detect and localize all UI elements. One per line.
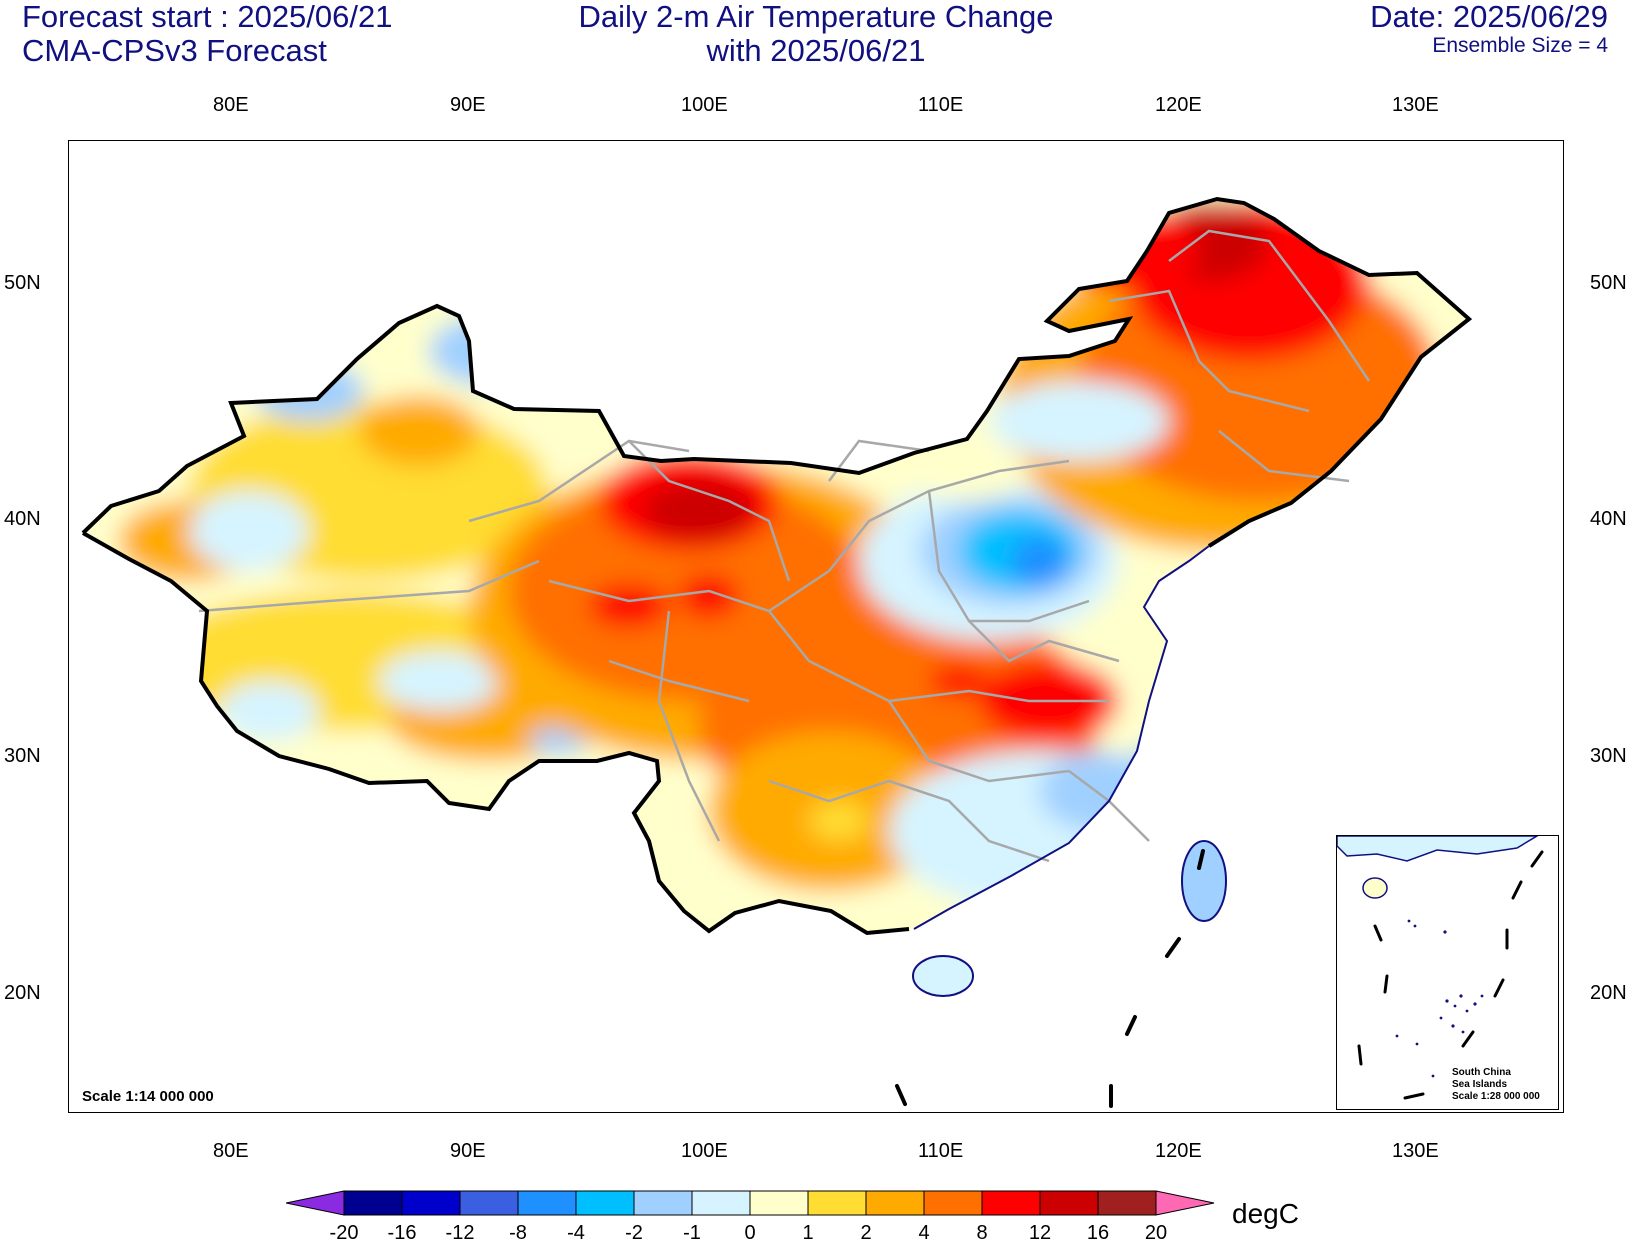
colorbar-high-extend (1155, 1190, 1215, 1216)
hainan-island (912, 955, 974, 997)
lon-label-top: 130E (1392, 94, 1439, 116)
colorbar-units: degC (1232, 1198, 1299, 1229)
temperature-field (81, 196, 1473, 1108)
colorbar-tick-label: 0 (744, 1222, 756, 1244)
colorbar-swatch (923, 1190, 983, 1216)
map-title: Daily 2-m Air Temperature Change with 20… (0, 0, 1632, 68)
colorbar-tick-label: -4 (567, 1222, 585, 1244)
lat-label-right: 20N (1590, 982, 1627, 1004)
colorbar-tick-label: -16 (387, 1222, 417, 1244)
colorbar-tick-label: 2 (860, 1222, 872, 1244)
model-name-label: CMA-CPSv3 Forecast (22, 33, 327, 68)
lat-label-left: 20N (4, 982, 41, 1004)
lat-label-right: 40N (1590, 508, 1627, 530)
colorbar-swatch (517, 1190, 577, 1216)
inset-caption-line2: Sea Islands (1452, 1079, 1508, 1090)
colorbar-tick-label: 16 (1086, 1222, 1110, 1244)
colorbar-swatch (691, 1190, 751, 1216)
map-title-line2: with 2025/06/21 (706, 33, 926, 68)
lon-label-bottom: 100E (681, 1140, 728, 1162)
lat-label-left: 40N (4, 508, 41, 530)
colorbar-tick-label: -12 (445, 1222, 475, 1244)
colorbar-tick-label: 8 (976, 1222, 988, 1244)
nine-dash-line (895, 849, 1205, 1108)
lon-label-bottom: 90E (450, 1140, 486, 1162)
lat-label-left: 50N (4, 272, 41, 294)
inset-map (1337, 836, 1544, 1100)
colorbar-swatch (981, 1190, 1041, 1216)
ensemble-size-label: Ensemble Size = 4 (1432, 34, 1608, 57)
lat-label-right: 50N (1590, 272, 1627, 294)
national-border-west (82, 531, 910, 936)
lon-label-top: 90E (450, 94, 486, 116)
map-title-line1: Daily 2-m Air Temperature Change (578, 0, 1054, 34)
inset-caption-line3: Scale 1:28 000 000 (1452, 1091, 1540, 1102)
colorbar-swatch (1097, 1190, 1157, 1216)
colorbar-swatch (865, 1190, 925, 1216)
colorbar-tick-label: -1 (683, 1222, 701, 1244)
colorbar-tick-label: 12 (1028, 1222, 1052, 1244)
coastline (913, 545, 1210, 930)
lat-label-left: 30N (4, 745, 41, 767)
colorbar-tick-label: -8 (509, 1222, 527, 1244)
temperature-map (68, 140, 1564, 1113)
lon-label-bottom: 110E (918, 1140, 964, 1162)
lon-label-top: 120E (1155, 94, 1202, 116)
colorbar-tick-label: -20 (329, 1222, 359, 1244)
lon-label-top: 100E (681, 94, 728, 116)
taiwan-island (1181, 840, 1227, 922)
colorbar (286, 1190, 1215, 1216)
lon-label-top: 110E (918, 94, 964, 116)
colorbar-swatch (749, 1190, 809, 1216)
colorbar-tick-label: 4 (918, 1222, 930, 1244)
colorbar-tick-label: -2 (625, 1222, 643, 1244)
colorbar-tick-label: 1 (802, 1222, 814, 1244)
colorbar-swatch (401, 1190, 461, 1216)
inset-caption-line1: South China (1452, 1067, 1511, 1078)
lon-label-bottom: 130E (1392, 1140, 1439, 1162)
lon-label-top: 80E (213, 94, 249, 116)
colorbar-swatch (459, 1190, 519, 1216)
colorbar-swatch (575, 1190, 635, 1216)
colorbar-swatch (807, 1190, 867, 1216)
forecast-start-label: Forecast start : 2025/06/21 (22, 0, 393, 34)
inset-caption: South China Sea Islands Scale 1:28 000 0… (1452, 1067, 1540, 1103)
forecast-info: Forecast start : 2025/06/21 CMA-CPSv3 Fo… (22, 0, 393, 68)
colorbar-swatch (343, 1190, 403, 1216)
map-scale-label: Scale 1:14 000 000 (82, 1088, 214, 1105)
lon-label-bottom: 80E (213, 1140, 249, 1162)
valid-date-label: Date: 2025/06/29 (1370, 0, 1608, 34)
south-china-sea-inset (1336, 835, 1559, 1110)
colorbar-swatch (633, 1190, 693, 1216)
colorbar-tick-label: 20 (1144, 1222, 1168, 1244)
lat-label-right: 30N (1590, 745, 1627, 767)
colorbar-low-extend (286, 1190, 345, 1216)
colorbar-swatch (1039, 1190, 1099, 1216)
province-boundaries (198, 229, 1371, 863)
national-border (81, 196, 1473, 548)
lon-label-bottom: 120E (1155, 1140, 1202, 1162)
